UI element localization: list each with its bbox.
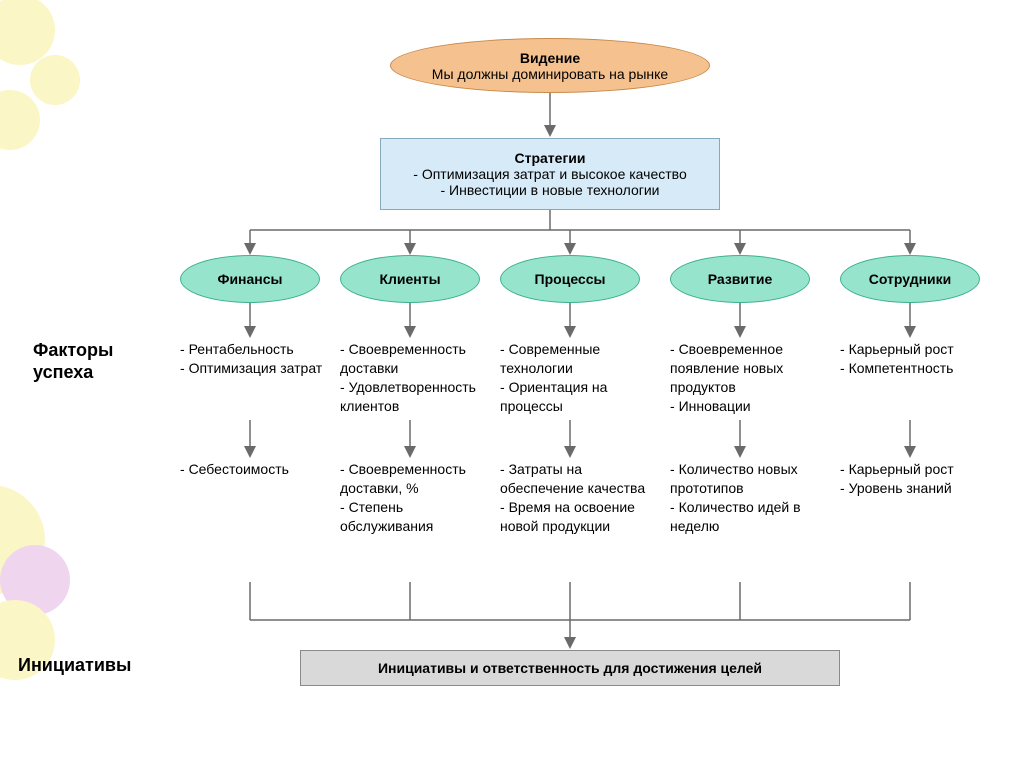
vision-title: Видение xyxy=(520,50,580,66)
factors-list-item: Своевременное появление новых продуктов xyxy=(670,340,825,397)
strategy-line-1: - Оптимизация затрат и высокое качество xyxy=(413,166,686,182)
category-node: Сотрудники xyxy=(840,255,980,303)
metrics-list-item: Себестоимость xyxy=(180,460,335,479)
metrics-list: Своевременность доставки, %Степень обслу… xyxy=(340,460,495,536)
row-label-initiatives: Инициативы xyxy=(18,655,131,677)
metrics-list-item: Карьерный рост xyxy=(840,460,995,479)
factors-list-item: Инновации xyxy=(670,397,825,416)
strategy-node: Стратегии - Оптимизация затрат и высокое… xyxy=(380,138,720,210)
factors-list: РентабельностьОптимизация затрат xyxy=(180,340,335,378)
category-node: Развитие xyxy=(670,255,810,303)
factors-list-item: Удовлетворенность клиентов xyxy=(340,378,495,416)
factors-list-item: Ориентация на процессы xyxy=(500,378,655,416)
factors-list-item: Оптимизация затрат xyxy=(180,359,335,378)
factors-list-item: Компетентность xyxy=(840,359,995,378)
metrics-list-item: Время на освоение новой продукции xyxy=(500,498,655,536)
category-node: Финансы xyxy=(180,255,320,303)
category-node: Клиенты xyxy=(340,255,480,303)
factors-list: Своевременное появление новых продуктовИ… xyxy=(670,340,825,416)
metrics-list: Количество новых прототиповКоличество ид… xyxy=(670,460,825,536)
metrics-list-item: Количество новых прототипов xyxy=(670,460,825,498)
vision-node: Видение Мы должны доминировать на рынке xyxy=(390,38,710,93)
factors-list-item: Современные технологии xyxy=(500,340,655,378)
strategy-line-2: - Инвестиции в новые технологии xyxy=(440,182,659,198)
initiatives-box: Инициативы и ответственность для достиже… xyxy=(300,650,840,686)
row-label-factors: Факторы успеха xyxy=(33,340,113,383)
metrics-list-item: Уровень знаний xyxy=(840,479,995,498)
vision-subtitle: Мы должны доминировать на рынке xyxy=(432,66,668,82)
strategy-title: Стратегии xyxy=(515,150,586,166)
metrics-list-item: Степень обслуживания xyxy=(340,498,495,536)
factors-list-item: Рентабельность xyxy=(180,340,335,359)
factors-list: Современные технологииОриентация на проц… xyxy=(500,340,655,416)
category-node: Процессы xyxy=(500,255,640,303)
factors-list: Карьерный ростКомпетентность xyxy=(840,340,995,378)
metrics-list: Затраты на обеспечение качестваВремя на … xyxy=(500,460,655,536)
metrics-list-item: Затраты на обеспечение качества xyxy=(500,460,655,498)
metrics-list: Карьерный ростУровень знаний xyxy=(840,460,995,498)
metrics-list-item: Количество идей в неделю xyxy=(670,498,825,536)
metrics-list-item: Своевременность доставки, % xyxy=(340,460,495,498)
metrics-list: Себестоимость xyxy=(180,460,335,479)
factors-label-l1: Факторы xyxy=(33,340,113,360)
factors-list: Своевременность доставкиУдовлетворенност… xyxy=(340,340,495,416)
factors-list-item: Карьерный рост xyxy=(840,340,995,359)
factors-list-item: Своевременность доставки xyxy=(340,340,495,378)
factors-label-l2: успеха xyxy=(33,362,93,382)
